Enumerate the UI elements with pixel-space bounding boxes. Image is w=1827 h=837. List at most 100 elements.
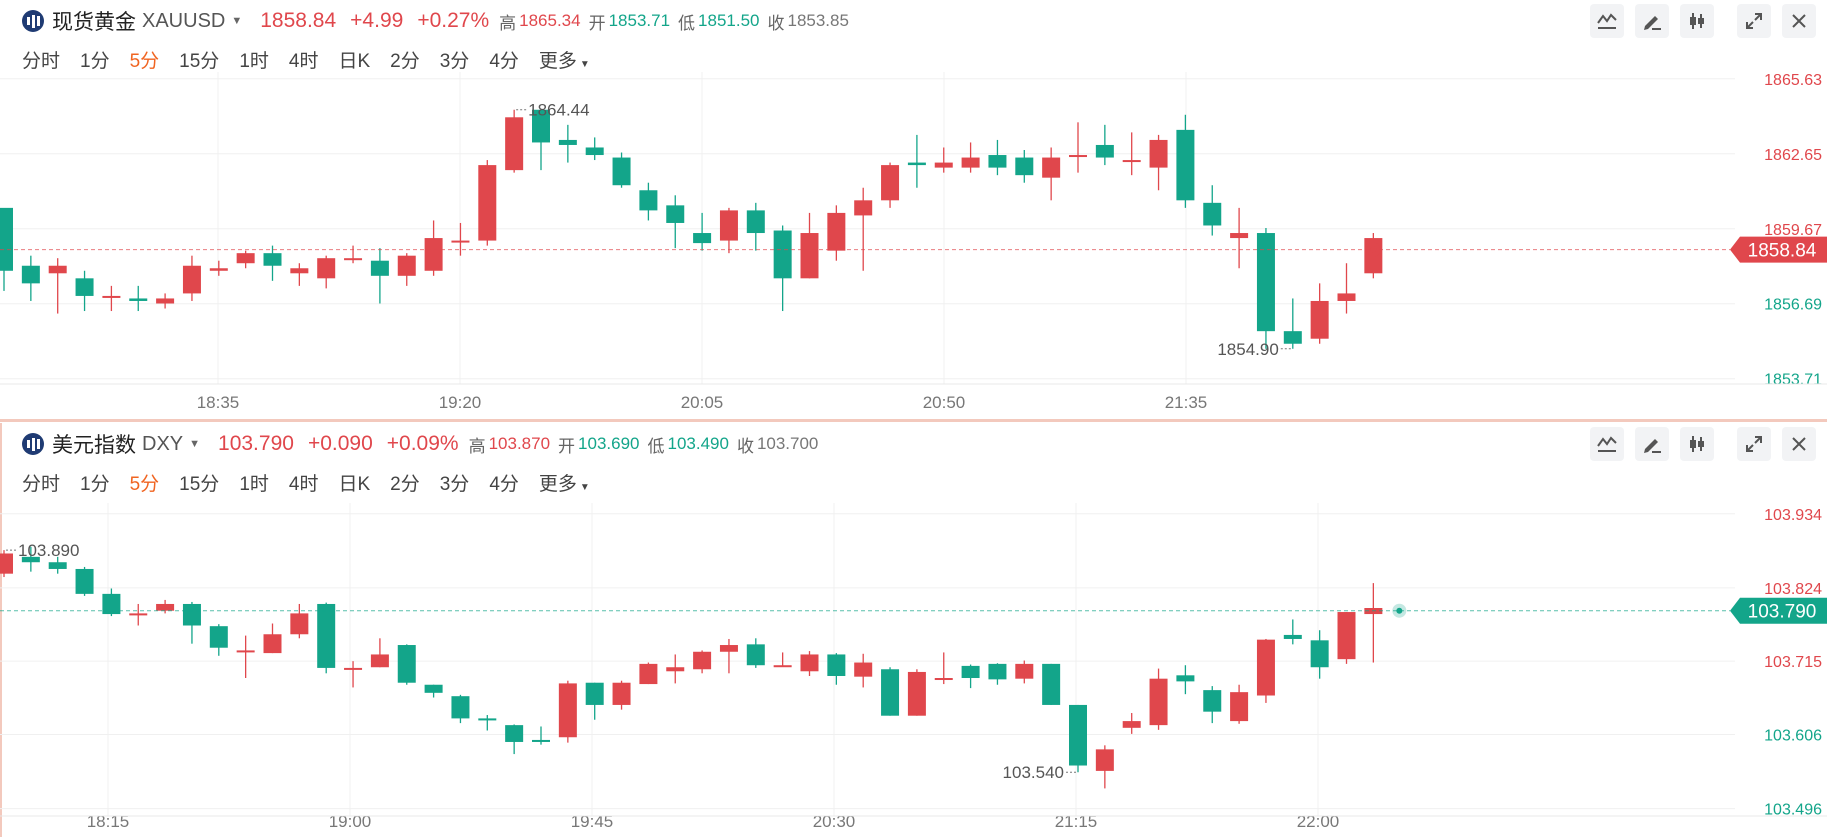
draw-pen-icon[interactable] <box>1635 4 1669 38</box>
tab-more[interactable]: 更多 ▼ <box>539 469 590 496</box>
candle <box>451 222 470 256</box>
symbol-dropdown-icon[interactable]: ▼ <box>189 438 201 450</box>
dxy-candlestick-chart[interactable]: 103.934 103.824 103.715 103.606 103.496 18:15… <box>0 423 1827 837</box>
candle-body <box>693 651 712 670</box>
indicator-icon[interactable] <box>1590 427 1624 461</box>
tab-fenshi[interactable]: 分时 <box>22 473 61 495</box>
symbol-code[interactable]: XAUUSD <box>142 9 226 32</box>
tab-4hour[interactable]: 4时 <box>288 473 319 495</box>
candle <box>397 644 416 685</box>
x-tick-label: 20:05 <box>681 393 724 412</box>
tab-more[interactable]: 更多 ▼ <box>539 46 590 73</box>
candle <box>854 187 873 271</box>
close-icon[interactable] <box>1782 4 1816 38</box>
tab-15min[interactable]: 15分 <box>179 473 220 495</box>
draw-pen-icon[interactable] <box>1635 427 1669 461</box>
candle-body <box>746 644 765 666</box>
candle-body <box>1283 331 1302 344</box>
candle <box>1203 185 1222 236</box>
fullscreen-icon[interactable] <box>1737 4 1771 38</box>
symbol-dropdown-icon[interactable]: ▼ <box>231 15 243 27</box>
candle <box>505 724 524 755</box>
candle-body <box>1230 233 1249 239</box>
candle <box>75 270 94 312</box>
tab-daily[interactable]: 日K <box>338 473 371 495</box>
candle <box>236 635 255 679</box>
close-value: 1853.85 <box>787 11 849 30</box>
tab-15min[interactable]: 15分 <box>179 50 220 72</box>
candle-body <box>1122 160 1141 163</box>
price-change: +0.090 <box>307 432 373 455</box>
tab-2min[interactable]: 2分 <box>390 50 420 72</box>
candle <box>1364 233 1383 279</box>
gold-candlestick-chart[interactable]: 1865.63 1862.65 1859.67 1856.69 1853.71 18:35… <box>0 0 1827 420</box>
candle-body <box>1015 157 1034 176</box>
low-value: 1851.50 <box>698 11 760 30</box>
y-tick-label: 1853.71 <box>1764 372 1822 389</box>
tab-1hour[interactable]: 1时 <box>239 50 269 72</box>
candle-body <box>478 718 497 721</box>
candle <box>182 601 201 644</box>
candle <box>1310 283 1329 344</box>
candle-body <box>532 109 550 143</box>
period-tabs: 分时 1分 5分 15分 1时 4时 日K 2分 3分 4分 更多 ▼ <box>22 44 610 74</box>
candle-body <box>505 725 524 742</box>
candle <box>1122 713 1141 734</box>
fullscreen-icon[interactable] <box>1737 427 1771 461</box>
candle-body <box>827 654 846 676</box>
candle-body <box>612 682 631 705</box>
last-price: 1858.84 <box>260 9 337 32</box>
candle-body <box>1310 640 1329 668</box>
candle-body <box>505 117 524 171</box>
candle <box>585 682 604 720</box>
tab-4hour[interactable]: 4时 <box>288 50 319 72</box>
candle-body <box>1069 704 1087 766</box>
tab-1hour[interactable]: 1时 <box>239 473 269 495</box>
tab-fenshi[interactable]: 分时 <box>22 50 61 72</box>
tab-3min[interactable]: 3分 <box>439 473 470 495</box>
candle-body <box>102 593 121 615</box>
candle-body <box>693 233 712 244</box>
candle-body <box>558 683 577 738</box>
tab-daily[interactable]: 日K <box>338 50 371 72</box>
candle <box>478 160 497 246</box>
high-label: 高 <box>499 13 517 33</box>
high-value: 103.870 <box>488 434 551 453</box>
candle <box>0 207 13 291</box>
x-tick-label: 22:00 <box>1297 812 1340 831</box>
close-label: 收 <box>767 13 785 33</box>
indicator-icon[interactable] <box>1590 4 1624 38</box>
symbol-code[interactable]: DXY <box>142 432 184 455</box>
candle-body <box>1364 238 1383 274</box>
tab-1min[interactable]: 1分 <box>80 50 110 72</box>
candle-body <box>0 207 13 271</box>
candle-body <box>800 654 819 672</box>
tab-5min[interactable]: 5分 <box>129 473 160 495</box>
candle-body <box>746 210 765 234</box>
tab-5min[interactable]: 5分 <box>129 50 160 72</box>
y-tick-label: 103.606 <box>1764 728 1822 745</box>
candle-type-icon[interactable] <box>1680 4 1714 38</box>
candle <box>961 142 980 173</box>
tab-2min[interactable]: 2分 <box>390 473 420 495</box>
candle-body <box>451 696 470 719</box>
tab-more-label: 更多 <box>538 50 577 72</box>
tab-4min[interactable]: 4分 <box>489 473 519 495</box>
close-icon[interactable] <box>1782 427 1816 461</box>
candle-type-icon[interactable] <box>1680 427 1714 461</box>
candle-body <box>290 613 309 635</box>
tab-3min[interactable]: 3分 <box>439 50 470 72</box>
candle-body <box>1149 139 1168 168</box>
high-label: 高 <box>468 436 486 456</box>
candle-body <box>881 165 900 201</box>
symbol-name[interactable]: 美元指数 <box>52 434 136 457</box>
symbol-name[interactable]: 现货黄金 <box>52 11 136 34</box>
candle <box>424 684 443 698</box>
tab-4min[interactable]: 4分 <box>489 50 519 72</box>
open-label: 开 <box>588 13 606 33</box>
tab-1min[interactable]: 1分 <box>80 473 110 495</box>
max-label: 1864.44 <box>528 101 589 120</box>
candle <box>290 263 309 286</box>
last-price: 103.790 <box>218 432 294 455</box>
candle <box>102 285 121 312</box>
